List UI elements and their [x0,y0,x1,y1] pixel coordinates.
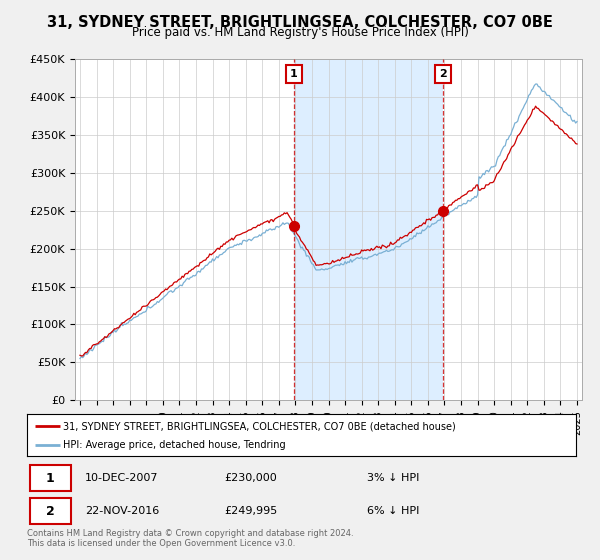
Text: 31, SYDNEY STREET, BRIGHTLINGSEA, COLCHESTER, CO7 0BE (detached house): 31, SYDNEY STREET, BRIGHTLINGSEA, COLCHE… [62,421,455,431]
Text: 2: 2 [46,505,55,517]
Text: £230,000: £230,000 [224,473,277,483]
Text: 31, SYDNEY STREET, BRIGHTLINGSEA, COLCHESTER, CO7 0BE: 31, SYDNEY STREET, BRIGHTLINGSEA, COLCHE… [47,15,553,30]
Text: 3% ↓ HPI: 3% ↓ HPI [367,473,420,483]
Text: Contains HM Land Registry data © Crown copyright and database right 2024.
This d: Contains HM Land Registry data © Crown c… [27,529,353,548]
Text: HPI: Average price, detached house, Tendring: HPI: Average price, detached house, Tend… [62,440,286,450]
Text: Price paid vs. HM Land Registry's House Price Index (HPI): Price paid vs. HM Land Registry's House … [131,26,469,39]
Text: 2: 2 [439,69,446,79]
Bar [294,59,443,400]
Text: 22-NOV-2016: 22-NOV-2016 [85,506,159,516]
FancyBboxPatch shape [30,498,71,524]
Text: 1: 1 [290,69,298,79]
FancyBboxPatch shape [30,465,71,491]
Text: 6% ↓ HPI: 6% ↓ HPI [367,506,420,516]
Text: £249,995: £249,995 [224,506,278,516]
Text: 1: 1 [46,472,55,484]
Text: 10-DEC-2007: 10-DEC-2007 [85,473,158,483]
